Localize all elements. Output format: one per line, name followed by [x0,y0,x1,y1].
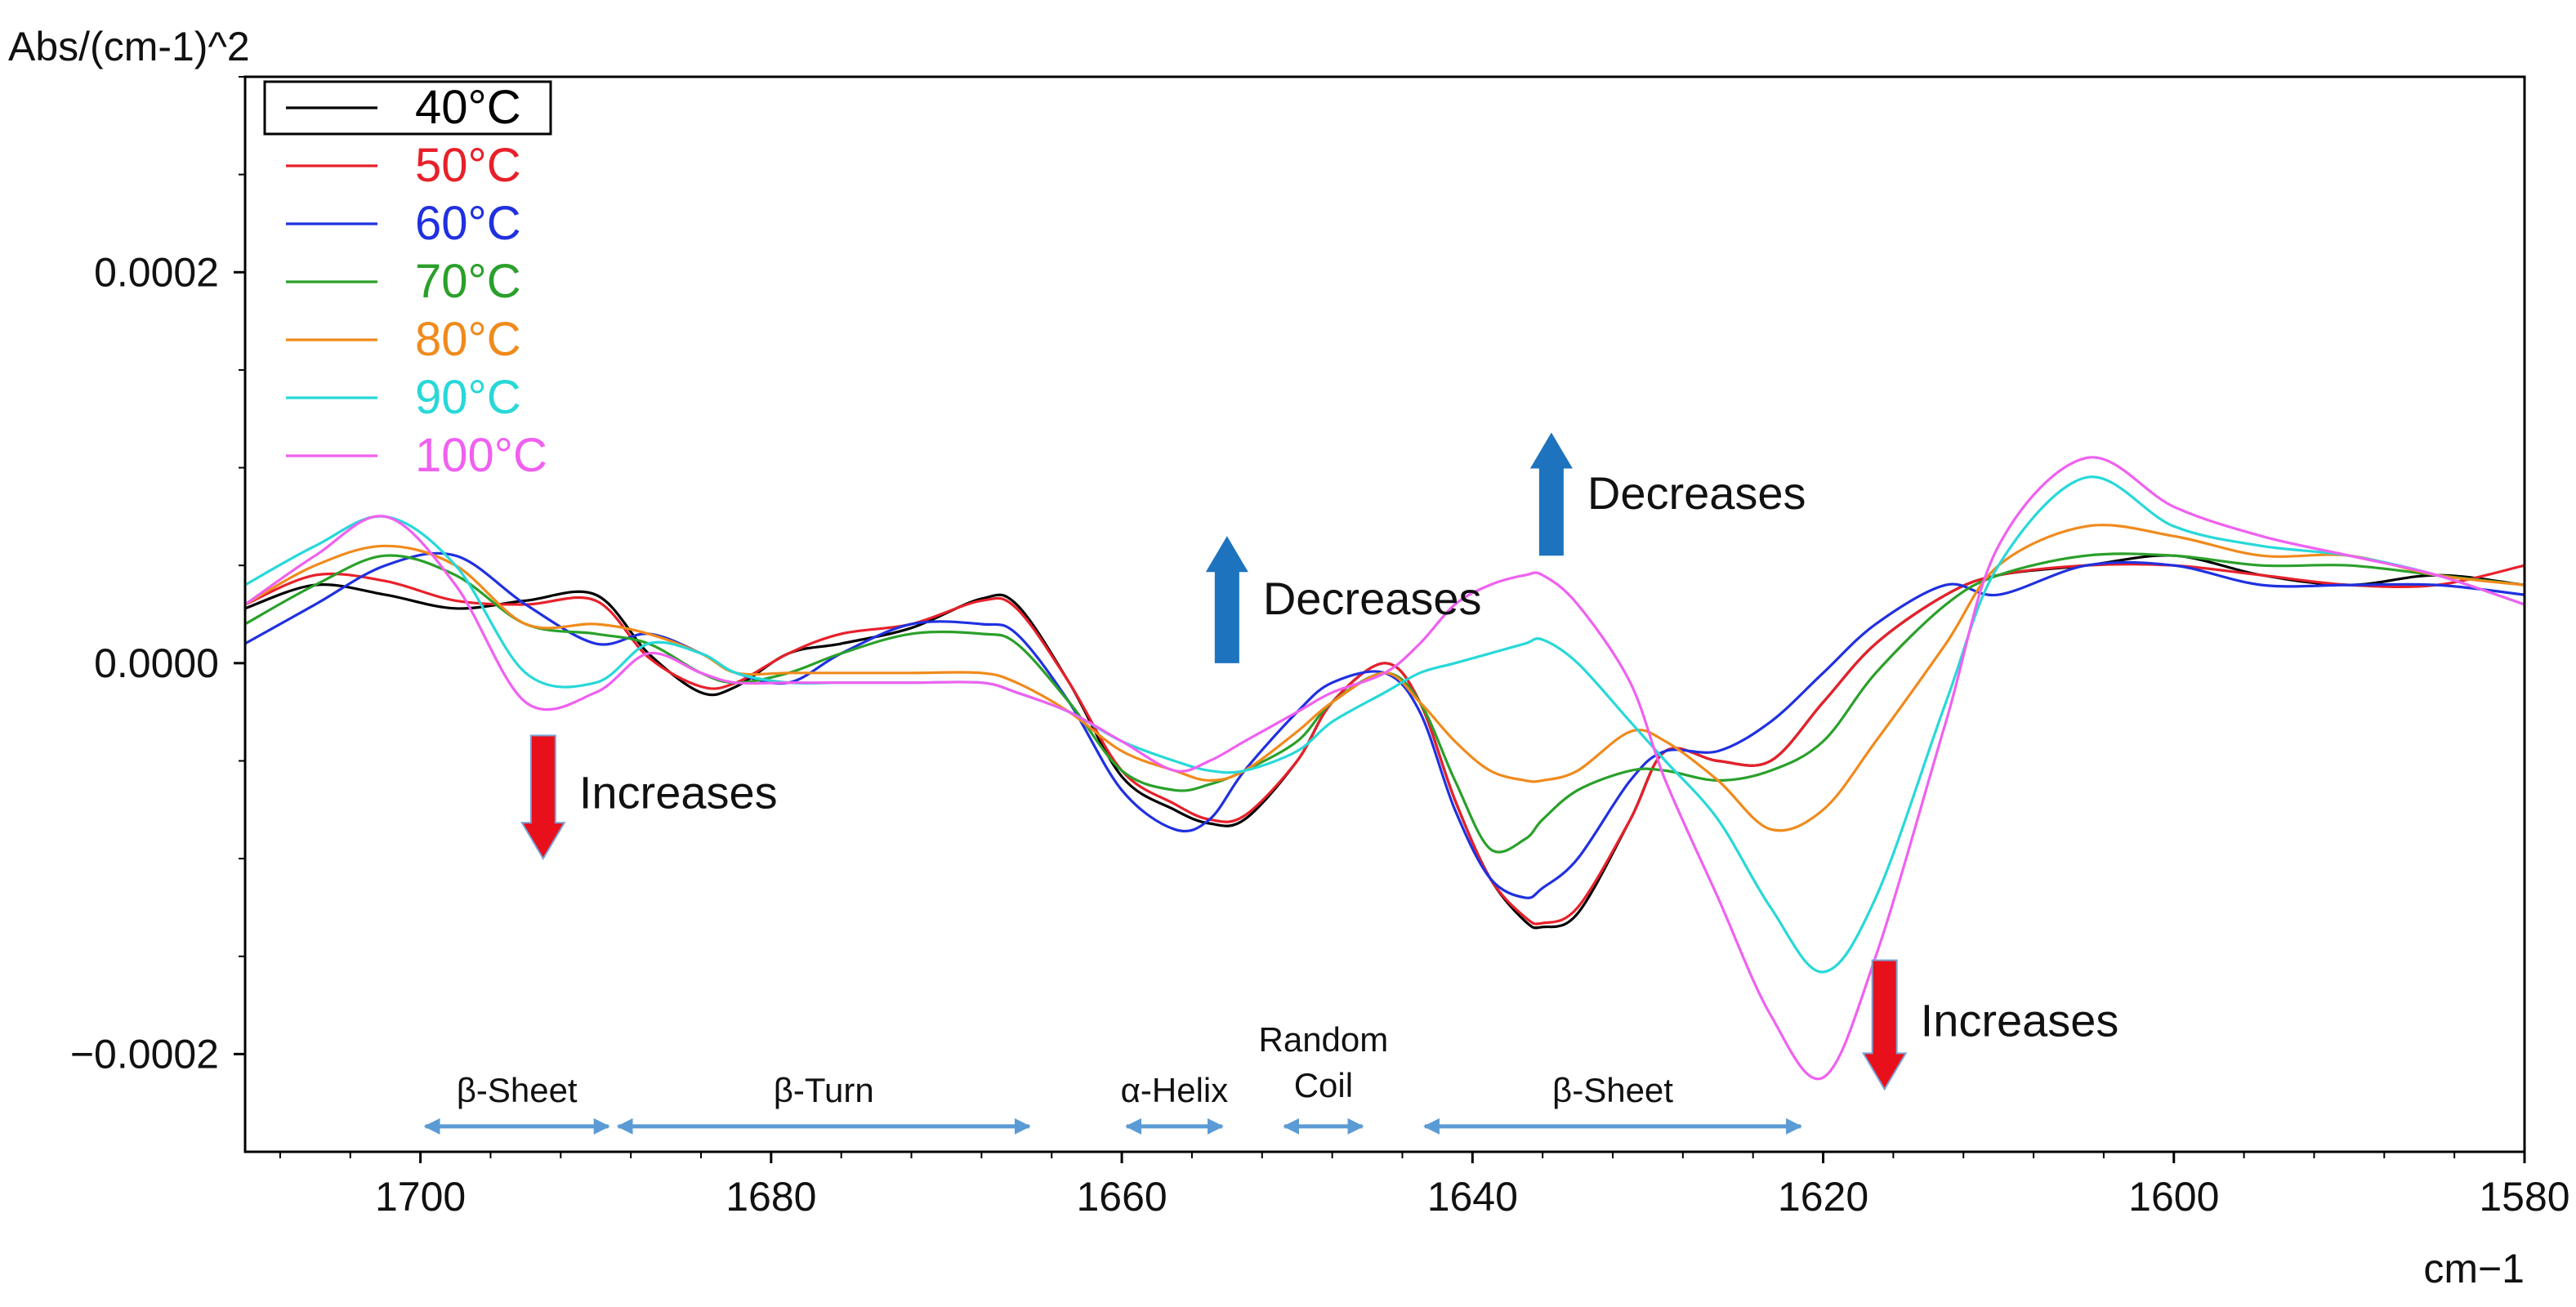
series-line-100c [244,456,2525,1081]
region-label: β-Turn [774,1071,874,1109]
legend-entry: 50°C [415,139,521,192]
legend-entry: 80°C [415,313,521,366]
trend-annotations: Decreases Decreases Increases Increases [520,432,2119,1091]
secondary-structure-regions: β-Sheet β-Turn α-Helix Random Coil β-Sheet [423,1020,1803,1135]
trend-label: Increases [579,767,778,819]
x-tick-label: 1620 [1778,1174,1868,1220]
x-tick-label: 1700 [375,1174,466,1220]
x-tick-label: 1580 [2479,1174,2569,1220]
y-axis: 0.0002 0.0000 −0.0002 [70,76,245,1077]
x-tick-label: 1660 [1076,1174,1167,1220]
legend-entry: 40°C [415,81,521,134]
region-label: β-Sheet [1552,1071,1673,1109]
legend-entry: 60°C [415,197,521,250]
region-label: β-Sheet [457,1071,578,1109]
arrow-up-icon [1529,432,1573,556]
plot-series [244,456,2525,1081]
series-line-90c [244,475,2525,974]
y-tick-label: 0.0000 [94,640,219,686]
trend-label: Decreases [1263,573,1482,624]
legend-entry: 100°C [415,429,547,482]
region-label: α-Helix [1121,1071,1229,1109]
x-axis: 1700 1680 1660 1640 1620 1600 1580 [279,1152,2570,1220]
arrow-up-icon [1205,536,1248,663]
x-axis-label: cm−1 [2423,1246,2525,1291]
trend-label: Decreases [1587,467,1806,519]
legend-entry: 70°C [415,255,521,308]
y-tick-label: 0.0002 [94,249,219,295]
x-tick-label: 1680 [725,1174,816,1220]
y-tick-label: −0.0002 [70,1031,219,1077]
legend-entry: 90°C [415,371,521,424]
x-tick-label: 1640 [1427,1174,1518,1220]
x-tick-label: 1600 [2128,1174,2219,1220]
arrow-down-icon [1861,959,1908,1091]
y-axis-label: Abs/(cm-1)^2 [8,24,250,69]
region-label-line: Coil [1294,1066,1353,1104]
arrow-down-icon [520,734,566,861]
region-label-line: Random [1259,1020,1389,1059]
trend-label: Increases [1921,994,2119,1046]
plot-frame [243,75,2526,1153]
